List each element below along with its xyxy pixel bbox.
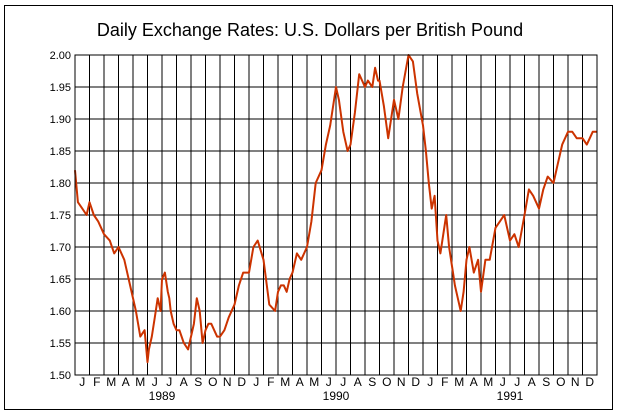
x-tick-label: J (166, 375, 172, 389)
x-tick-label: N (571, 375, 580, 389)
x-tick-label: M (106, 375, 116, 389)
y-tick-label: 1.75 (50, 210, 71, 222)
x-tick-label: M (454, 375, 464, 389)
x-tick-label: M (483, 375, 493, 389)
x-tick-label: J (340, 375, 346, 389)
x-tick-label: D (237, 375, 246, 389)
x-tick-label: O (382, 375, 391, 389)
year-label: 1990 (323, 389, 350, 403)
x-tick-label: J (500, 375, 506, 389)
x-tick-label: A (528, 375, 536, 389)
x-tick-label: N (397, 375, 406, 389)
year-label: 1991 (497, 389, 524, 403)
y-tick-label: 1.80 (50, 178, 71, 190)
y-tick-label: 1.90 (50, 114, 71, 126)
x-tick-label: S (368, 375, 376, 389)
x-tick-label: A (122, 375, 130, 389)
series-line (74, 54, 597, 364)
x-axis-year-labels: 1989 1990 1991 (149, 389, 524, 403)
x-tick-label: D (585, 375, 594, 389)
y-tick-label: 1.65 (50, 274, 71, 286)
x-tick-label: F (93, 375, 100, 389)
x-tick-label: M (135, 375, 145, 389)
y-tick-label: 1.70 (50, 242, 71, 254)
x-tick-label: J (326, 375, 332, 389)
x-tick-label: J (427, 375, 433, 389)
x-tick-label: N (223, 375, 232, 389)
x-tick-label: J (514, 375, 520, 389)
x-tick-label: S (194, 375, 202, 389)
x-tick-label: A (470, 375, 478, 389)
y-axis-ticks: 1.50 1.55 1.60 1.65 1.70 1.75 1.80 1.85 1.90 1.95… (50, 50, 71, 382)
plot-border (74, 54, 598, 376)
year-label: 1989 (149, 389, 176, 403)
x-tick-label: F (267, 375, 274, 389)
chart-title: Daily Exchange Rates: U.S. Dollars per B… (96, 20, 524, 40)
x-tick-label: O (556, 375, 565, 389)
x-tick-label: F (441, 375, 448, 389)
y-tick-label: 1.55 (50, 338, 71, 350)
x-tick-label: A (354, 375, 362, 389)
x-tick-label: D (411, 375, 420, 389)
x-tick-label: A (296, 375, 304, 389)
x-tick-label: O (208, 375, 217, 389)
y-tick-label: 1.85 (50, 146, 71, 158)
y-tick-label: 2.00 (50, 50, 71, 62)
x-tick-label: M (309, 375, 319, 389)
x-tick-label: A (180, 375, 188, 389)
y-tick-label: 1.50 (50, 370, 71, 382)
x-tick-label: S (542, 375, 550, 389)
x-tick-label: J (253, 375, 259, 389)
y-tick-label: 1.60 (50, 306, 71, 318)
y-tick-label: 1.95 (50, 82, 71, 94)
x-tick-label: J (152, 375, 158, 389)
x-tick-label: J (79, 375, 85, 389)
x-tick-label: M (280, 375, 290, 389)
